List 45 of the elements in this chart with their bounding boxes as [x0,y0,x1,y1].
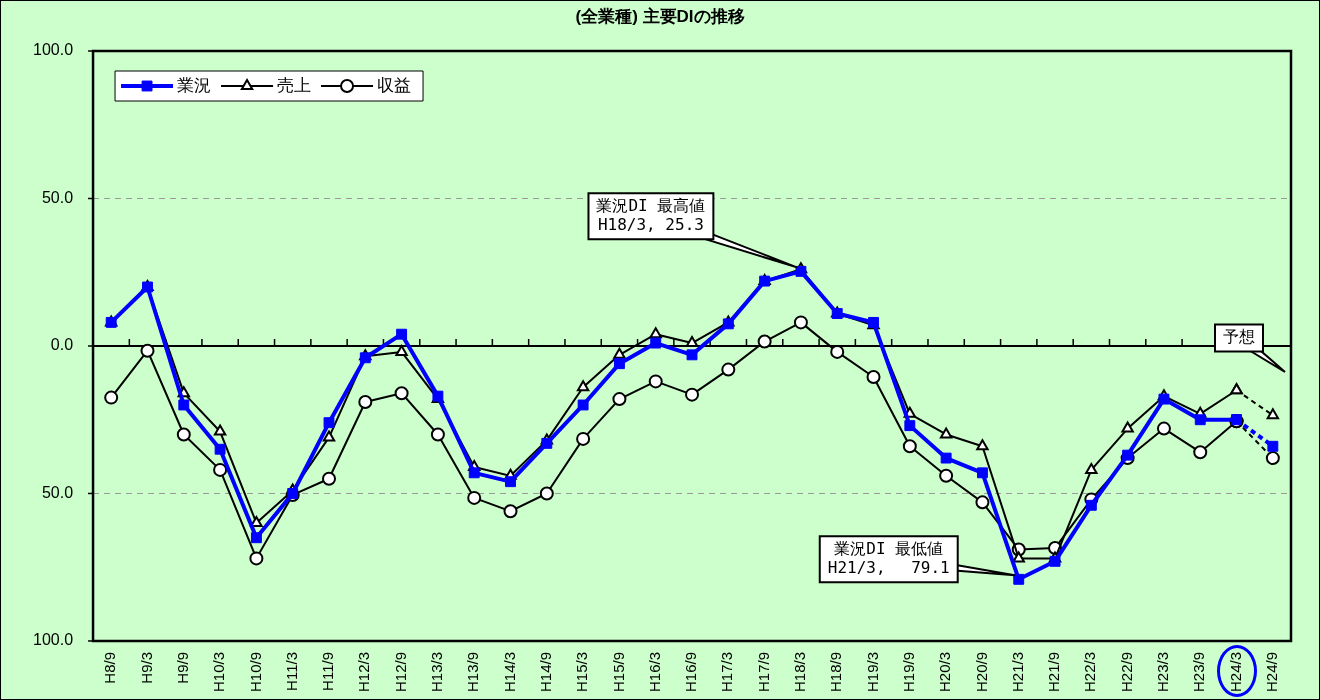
x-tick-label: H17/3 [718,651,736,692]
y-tick-label: 50.0 [41,483,74,501]
x-tick-label: H13/9 [464,651,482,692]
x-tick-label: H19/9 [899,651,917,692]
x-tick-label: H22/9 [1117,651,1135,692]
x-tick-label: H11/3 [282,651,300,691]
chart-title: (全業種) 主要DIの推移 [574,6,746,28]
y-tick-label: 0.0 [50,336,74,354]
annotation: 業況DI 最低値 H21/3, 79.1 [827,538,950,577]
x-tick-label: H9/9 [173,651,191,684]
x-tick-label: H17/9 [754,651,772,692]
x-tick-label: H24/9 [1262,651,1280,692]
legend-label: 売上 [277,75,312,96]
x-tick-label: H9/3 [137,651,155,684]
x-tick-label: H20/9 [972,651,990,692]
x-tick-label: H20/3 [936,651,954,692]
x-tick-label: H12/9 [391,651,409,692]
x-tick-label: H11/9 [319,651,337,691]
x-tick-label: H10/3 [210,651,228,692]
x-tick-label: H22/3 [1081,651,1099,692]
x-tick-label: H8/9 [101,651,119,684]
legend-label: 収益 [377,75,412,96]
x-tick-label: H12/3 [355,651,373,692]
x-tick-label: H15/9 [609,651,627,692]
x-tick-label: H15/3 [573,651,591,692]
y-tick-label: 50.0 [41,188,74,206]
x-tick-label: H10/9 [246,651,264,692]
legend-label: 業況 [177,75,212,96]
x-tick-label: H21/9 [1045,651,1063,692]
x-tick-label: H19/3 [863,651,881,692]
x-tick-label: H18/9 [827,651,845,692]
x-tick-label: H14/3 [500,651,518,692]
x-tick-label: H13/3 [428,651,446,692]
y-tick-label: 100.0 [32,631,74,649]
x-tick-label: H16/3 [645,651,663,692]
annotation: 予想 [1223,327,1255,347]
annotation: 業況DI 最高値 H18/3, 25.3 [596,196,706,235]
y-tick-label: 100.0 [32,41,74,59]
x-tick-label: H16/9 [682,651,700,692]
x-tick-label: H23/9 [1190,651,1208,692]
x-tick-label: H18/3 [791,651,809,692]
x-tick-label: H23/3 [1154,651,1172,692]
x-tick-label: H21/3 [1008,651,1026,692]
x-tick-label: H24/3 [1226,651,1244,692]
x-tick-label: H14/9 [536,651,554,692]
